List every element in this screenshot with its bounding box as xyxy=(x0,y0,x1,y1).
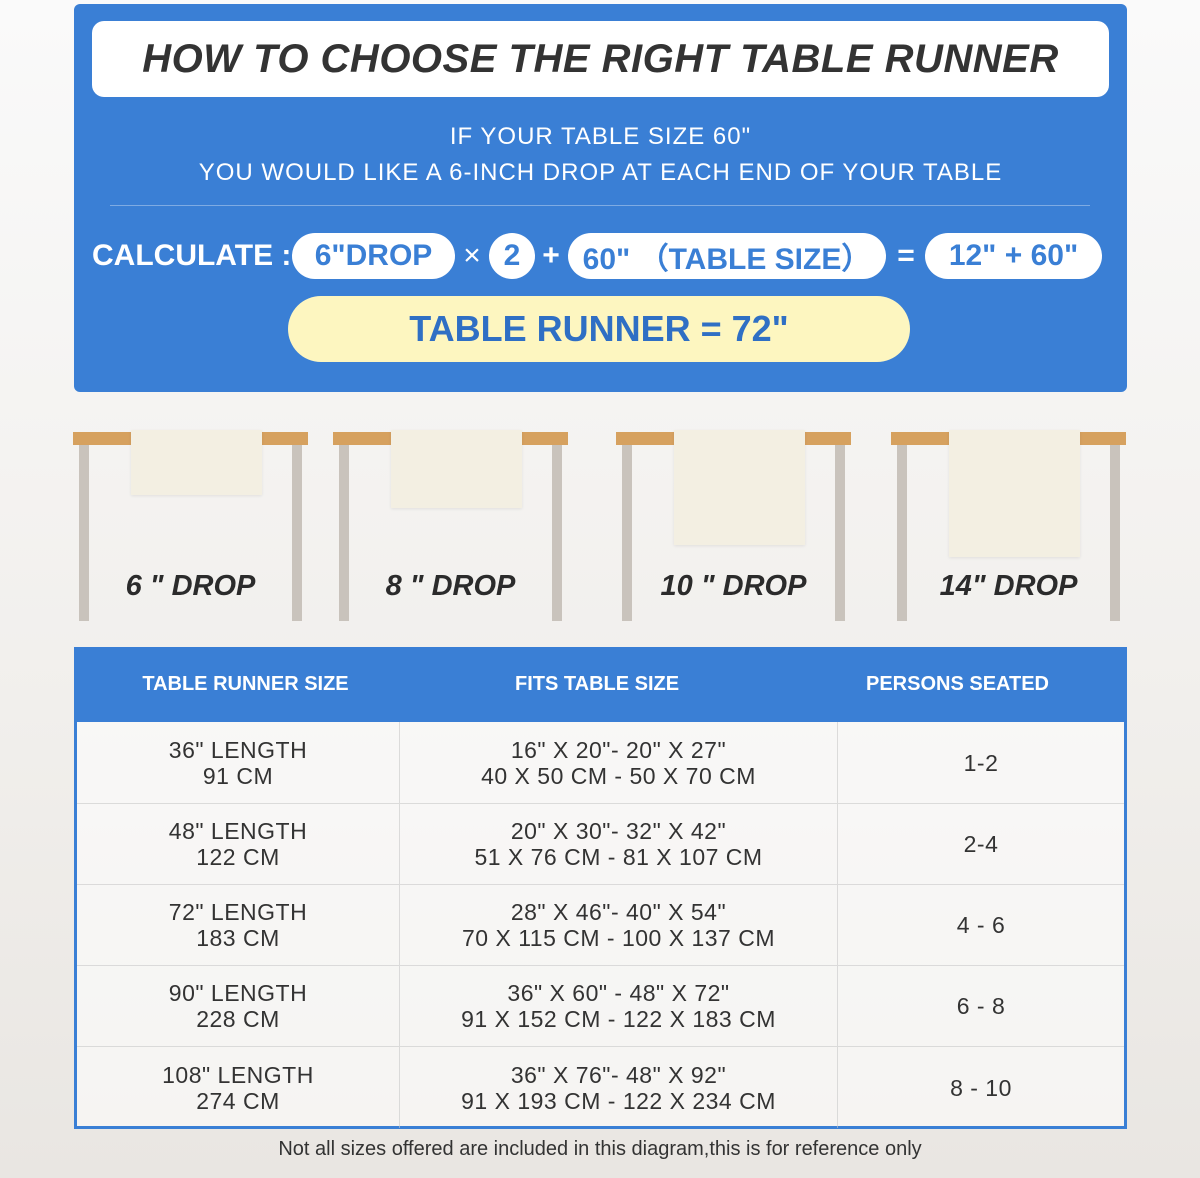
fits-size-cell: 28" X 46"- 40" X 54" 70 X 115 CM - 100 X … xyxy=(400,885,838,965)
fits-inches: 36" X 76"- 48" X 92" xyxy=(510,1061,727,1088)
result-pill: TABLE RUNNER = 72" xyxy=(288,296,910,362)
length-cm: 183 CM xyxy=(196,925,280,951)
runner-drop xyxy=(131,430,262,495)
fits-size-cell: 36" X 76"- 48" X 92" 91 X 193 CM - 122 X … xyxy=(400,1047,838,1128)
multiplier-pill: 2 xyxy=(489,233,535,279)
persons-cell: 8 - 10 xyxy=(950,1074,1012,1101)
fits-inches: 20" X 30"- 32" X 42" xyxy=(510,818,727,844)
length-inches: 90" LENGTH xyxy=(168,980,308,1006)
table-header: TABLE RUNNER SIZE FITS TABLE SIZE PERSON… xyxy=(74,647,1127,722)
page-title: HOW TO CHOOSE THE RIGHT TABLE RUNNER xyxy=(92,21,1109,97)
sum-pill: 12" + 60" xyxy=(925,233,1102,279)
drop-label: 10 " DROP xyxy=(660,570,807,602)
size-table xyxy=(74,647,1127,1129)
runner-drop xyxy=(391,430,522,508)
runner-size-cell: 72" LENGTH 183 CM xyxy=(77,885,400,965)
table-leg xyxy=(897,445,907,621)
fits-inches: 16" X 20"- 20" X 27" xyxy=(510,736,727,763)
length-inches: 48" LENGTH xyxy=(168,818,308,844)
table-row: 108" LENGTH 274 CM 36" X 76"- 48" X 92" 91… xyxy=(77,1046,1124,1128)
header-persons: PERSONS SEATED xyxy=(866,673,1049,695)
runner-drop xyxy=(949,430,1080,557)
footnote: Not all sizes offered are included in th… xyxy=(278,1138,922,1160)
fits-size-cell: 16" X 20"- 20" X 27" 40 X 50 CM - 50 X 70… xyxy=(400,722,838,803)
fits-cm: 51 X 76 CM - 81 X 107 CM xyxy=(474,844,763,870)
runner-size-cell: 90" LENGTH 228 CM xyxy=(77,966,400,1046)
fits-inches: 36" X 60" - 48" X 72" xyxy=(507,980,730,1006)
persons-cell: 2-4 xyxy=(963,831,999,857)
fits-inches: 28" X 46"- 40" X 54" xyxy=(510,899,727,925)
equals-sign: = xyxy=(897,239,915,272)
persons-cell: 4 - 6 xyxy=(956,912,1006,938)
length-cm: 228 CM xyxy=(196,1006,280,1032)
runner-drop xyxy=(674,430,805,545)
drop-label: 8 " DROP xyxy=(385,570,516,602)
table-row: 72" LENGTH 183 CM 28" X 46"- 40" X 54" 70 … xyxy=(77,884,1124,965)
drop-pill: 6"DROP xyxy=(292,233,455,279)
header-fits-size: FITS TABLE SIZE xyxy=(515,673,680,695)
header-runner-size: TABLE RUNNER SIZE xyxy=(142,673,349,695)
table-leg xyxy=(622,445,632,621)
table-row: 48" LENGTH 122 CM 20" X 30"- 32" X 42" 51 … xyxy=(77,803,1124,884)
persons-cell: 1-2 xyxy=(963,749,999,776)
length-inches: 108" LENGTH xyxy=(162,1061,314,1088)
times-sign: × xyxy=(463,239,481,272)
intro-line-2: YOU WOULD LIKE A 6-INCH DROP AT EACH END… xyxy=(198,159,1003,186)
table-size-pill: 60" （TABLE SIZE） xyxy=(568,233,886,279)
fits-size-cell: 20" X 30"- 32" X 42" 51 X 76 CM - 81 X 10… xyxy=(400,804,838,884)
runner-size-cell: 48" LENGTH 122 CM xyxy=(77,804,400,884)
table-row: 36" LENGTH 91 CM 16" X 20"- 20" X 27" 40 X… xyxy=(77,722,1124,803)
table-leg xyxy=(552,445,562,621)
plus-sign: + xyxy=(542,239,560,272)
table-leg xyxy=(292,445,302,621)
fits-cm: 70 X 115 CM - 100 X 137 CM xyxy=(462,925,775,951)
table-leg xyxy=(79,445,89,621)
intro-line-1: IF YOUR TABLE SIZE 60" xyxy=(449,123,752,150)
runner-size-cell: 108" LENGTH 274 CM xyxy=(77,1047,400,1128)
length-cm: 122 CM xyxy=(196,844,280,870)
length-inches: 72" LENGTH xyxy=(168,899,308,925)
fits-cm: 91 X 152 CM - 122 X 183 CM xyxy=(461,1006,776,1032)
table-leg xyxy=(339,445,349,621)
header-right: FITS TABLE SIZE PERSONS SEATED xyxy=(417,647,1125,722)
fits-size-cell: 36" X 60" - 48" X 72" 91 X 152 CM - 122 X… xyxy=(400,966,838,1046)
length-inches: 36" LENGTH xyxy=(168,736,308,763)
calculate-label: CALCULATE : xyxy=(92,239,292,272)
table-row: 90" LENGTH 228 CM 36" X 60" - 48" X 72" 91… xyxy=(77,965,1124,1046)
drop-label: 14" DROP xyxy=(939,570,1078,602)
runner-size-cell: 36" LENGTH 91 CM xyxy=(77,722,400,803)
drop-label: 6 " DROP xyxy=(125,570,256,602)
divider xyxy=(110,205,1090,206)
length-cm: 91 CM xyxy=(202,762,274,789)
table-leg xyxy=(835,445,845,621)
persons-cell: 6 - 8 xyxy=(956,993,1006,1019)
table-leg xyxy=(1110,445,1120,621)
fits-cm: 40 X 50 CM - 50 X 70 CM xyxy=(481,762,756,789)
length-cm: 274 CM xyxy=(196,1087,280,1114)
fits-cm: 91 X 193 CM - 122 X 234 CM xyxy=(461,1087,776,1114)
